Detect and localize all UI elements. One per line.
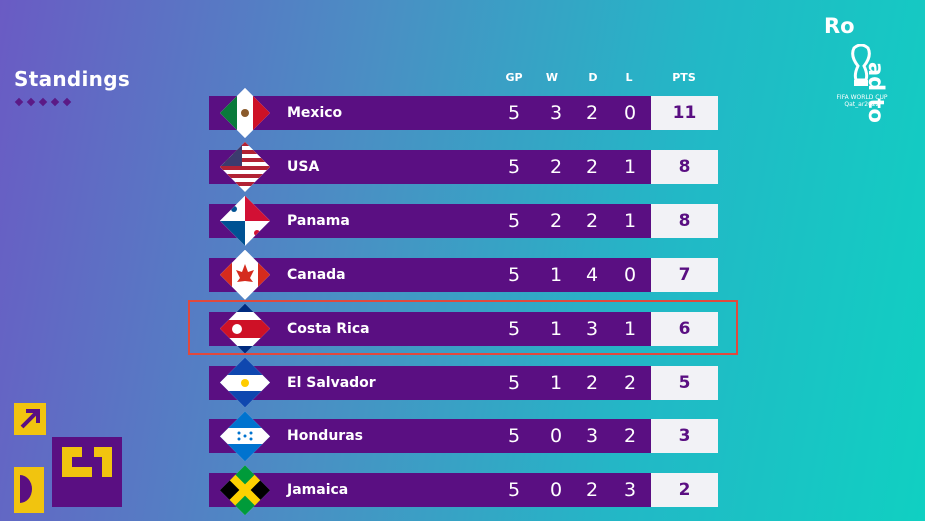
- table-row: El Salvador 5 1 2 2 5: [209, 357, 718, 408]
- highlight-box: [188, 300, 738, 355]
- table-row: Mexico 5 3 2 0 11: [209, 88, 718, 138]
- stat-pts: 7: [651, 257, 718, 292]
- team-name: Jamaica: [287, 482, 349, 499]
- row-bar: [209, 473, 651, 508]
- table-row: Honduras 5 0 3 2 3: [209, 411, 718, 462]
- road-to-qatar-logo: Ro ad to FIFA WORLD CUP Qat_ar2022: [824, 14, 914, 123]
- team-name: Costa Rica: [287, 320, 370, 337]
- stat-gp: 5: [507, 102, 521, 124]
- stat-gp: 5: [507, 209, 521, 232]
- stat-w: 1: [549, 371, 563, 394]
- stat-d: 2: [585, 102, 599, 124]
- table-row: Canada 5 1 4 0 7: [209, 249, 718, 300]
- row-bar: [209, 311, 651, 346]
- row-bar: [209, 203, 651, 238]
- stat-pts: 8: [651, 149, 718, 184]
- stat-w: 1: [549, 317, 563, 340]
- header-gp: GP: [505, 71, 523, 84]
- stat-l: 3: [623, 479, 637, 502]
- stat-d: 3: [585, 425, 599, 448]
- table-row: Panama 5 2 2 1 8: [209, 195, 718, 246]
- stat-w: 0: [549, 425, 563, 448]
- stat-w: 2: [549, 209, 563, 232]
- stat-gp: 5: [507, 425, 521, 448]
- trophy-icon: [851, 44, 871, 86]
- stat-w: 2: [549, 155, 563, 178]
- team-name: Canada: [287, 266, 346, 283]
- table-row: Jamaica 5 0 2 3 2: [209, 465, 718, 516]
- stat-l: 1: [623, 209, 637, 232]
- stat-d: 3: [585, 317, 599, 340]
- stat-l: 0: [623, 102, 637, 124]
- row-bar: [209, 365, 651, 400]
- stat-d: 2: [585, 371, 599, 394]
- stat-pts: 8: [651, 203, 718, 238]
- stat-gp: 5: [507, 317, 521, 340]
- team-name: Mexico: [287, 105, 343, 121]
- stat-pts: 3: [651, 419, 718, 454]
- header-pts: PTS: [672, 71, 696, 84]
- stat-pts: 6: [651, 311, 718, 346]
- title-dots: [14, 97, 72, 107]
- header-l: L: [625, 71, 633, 84]
- page-title: Standings: [14, 67, 131, 91]
- team-name: El Salvador: [287, 374, 376, 391]
- table-row: USA 5 2 2 1 8: [209, 141, 718, 192]
- team-name: Panama: [287, 212, 350, 229]
- stat-l: 1: [623, 155, 637, 178]
- team-name: Honduras: [287, 428, 363, 445]
- stat-d: 2: [585, 155, 599, 178]
- row-bar: [209, 257, 651, 292]
- stat-gp: 5: [507, 371, 521, 394]
- row-bar: [209, 96, 651, 130]
- stat-d: 2: [585, 209, 599, 232]
- stat-pts: 2: [651, 473, 718, 508]
- table-row: Costa Rica 5 1 3 1 6: [209, 303, 718, 354]
- stat-l: 2: [623, 371, 637, 394]
- stat-gp: 5: [507, 479, 521, 502]
- brand-ro: Ro: [824, 14, 855, 38]
- header-d: D: [588, 71, 598, 84]
- stat-gp: 5: [507, 263, 521, 286]
- stat-pts: 11: [651, 96, 718, 130]
- row-bar: [209, 149, 651, 184]
- decorative-pattern-icon: [14, 403, 122, 513]
- stat-pts: 5: [651, 365, 718, 400]
- stat-w: 1: [549, 263, 563, 286]
- stat-l: 2: [623, 425, 637, 448]
- header-w: W: [545, 71, 559, 84]
- stat-w: 0: [549, 479, 563, 502]
- row-bar: [209, 419, 651, 454]
- stat-w: 3: [549, 102, 563, 124]
- stat-d: 2: [585, 479, 599, 502]
- stat-l: 0: [623, 263, 637, 286]
- stat-l: 1: [623, 317, 637, 340]
- brand-wc: FIFA WORLD CUP Qat_ar2022: [836, 94, 888, 108]
- stat-d: 4: [585, 263, 599, 286]
- stat-gp: 5: [507, 155, 521, 178]
- team-name: USA: [287, 158, 320, 175]
